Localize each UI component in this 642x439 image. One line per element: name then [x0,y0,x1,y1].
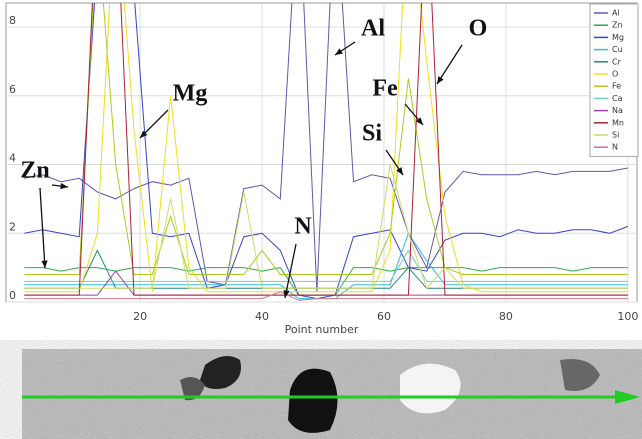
y-tick-label: 8 [9,14,16,27]
annotation: N [294,214,312,240]
annotation-arrowhead [140,130,148,138]
legend-label: Mg [612,33,624,42]
annotation: O [469,16,488,42]
legend-label: Al [612,9,620,18]
legend-label: Cu [612,45,623,54]
x-tick-label: 80 [499,310,513,323]
annotation-arrowhead [41,260,48,268]
legend-label: Mn [612,118,624,127]
legend-label: O [612,70,618,79]
annotation: Al [361,16,385,42]
x-tick-label: 100 [617,310,638,323]
annotation-arrowhead [396,167,403,175]
series-line [24,3,628,296]
annotation-arrow [284,243,297,299]
x-tick-label: 40 [255,310,269,323]
legend-label: Zn [612,21,623,30]
annotation: Zn [20,158,49,184]
annotation: Fe [372,76,398,102]
scan-arrow [615,390,640,404]
plot-lines [24,3,629,301]
legend: Al Zn Mg Cu Cr O Fe Ca Na Mn Si N [589,3,639,157]
legend-label: N [612,143,618,152]
x-axis-label: Point number [285,323,359,336]
annotation-arrowhead [60,182,68,190]
series-line [24,164,628,290]
x-tick-label: 60 [377,310,391,323]
legend-label: Si [612,131,619,140]
annotation-arrowhead [415,117,423,125]
legend-label: Cr [612,57,622,66]
y-tick-label: 0 [9,289,16,302]
legend-label: Ca [612,94,623,103]
y-tick-label: 2 [9,220,16,233]
micrograph [22,349,642,439]
series-line [24,3,628,275]
annotation-arrowhead [437,76,444,84]
series-line [24,3,628,292]
y-tick-label: 6 [9,83,16,96]
series-line [24,291,628,301]
series-line [24,3,629,300]
dark-particle [200,356,241,389]
series-line [24,3,628,293]
annotation: Si [362,121,382,147]
dark-particle [180,376,205,401]
annotation-arrow [436,44,463,85]
dark-particle [288,368,338,433]
plot-area [5,2,638,303]
annotation-arrow [39,187,46,269]
series-line [24,249,628,282]
y-tick-label: 4 [9,152,16,165]
annotation-arrowhead [283,290,290,298]
dark-particle [560,359,600,391]
annotation: Mg [173,81,208,107]
legend-box [589,3,639,157]
x-tick-label: 20 [133,310,147,323]
bright-particle [400,363,461,414]
annotation-arrowhead [335,48,343,55]
legend-label: Fe [612,82,621,91]
legend-label: Na [612,106,623,115]
